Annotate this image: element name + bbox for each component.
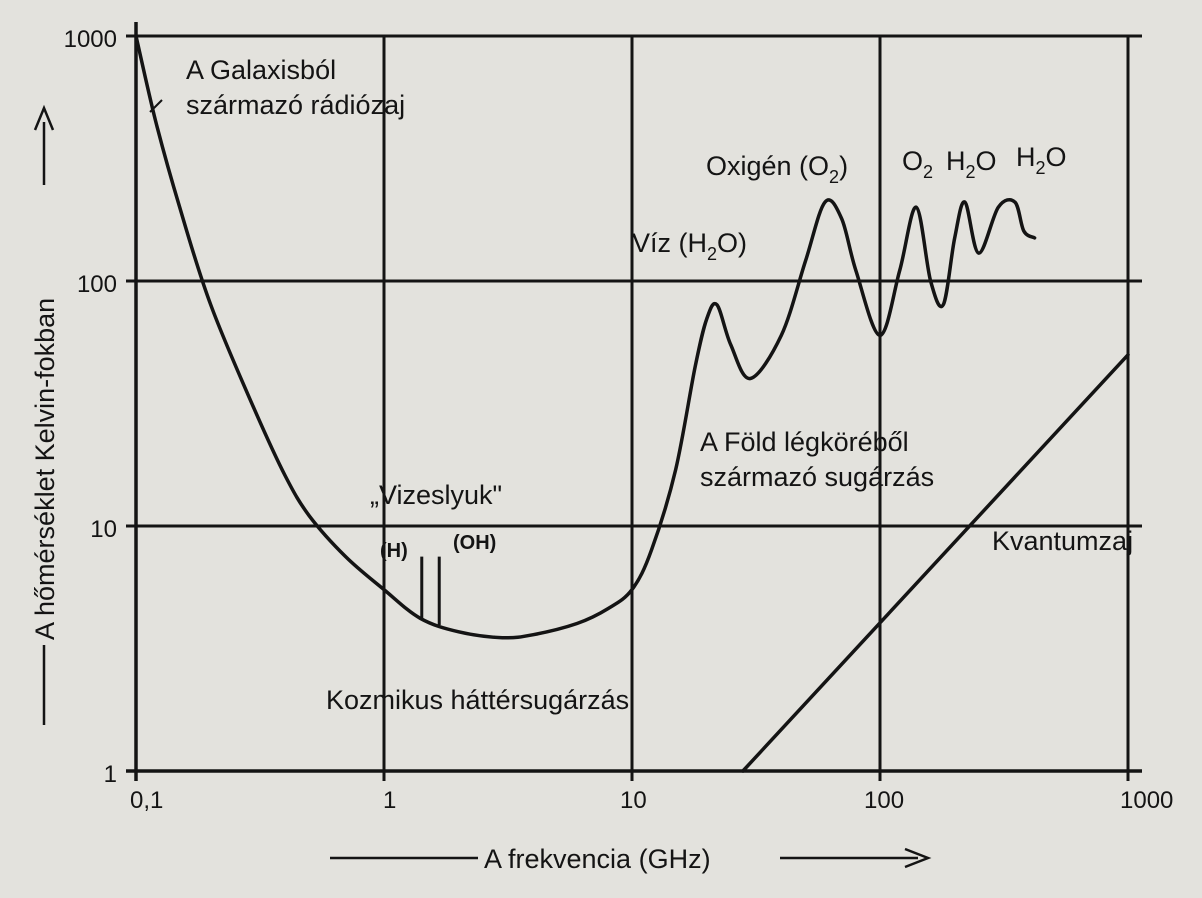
series-line-quantum	[741, 353, 1130, 773]
annotations: A Galaxisból származó rádiózaj Oxigén (O…	[149, 55, 1133, 715]
x-tick-labels: 0,1 1 10 100 1000	[130, 787, 1173, 814]
x-arrow-head	[904, 847, 932, 869]
marker-layer	[420, 556, 441, 625]
y-tick-label: 100	[77, 271, 117, 298]
x-axis-title-group: A frekvencia (GHz)	[330, 844, 932, 874]
series-line-atmosphere	[134, 34, 1037, 640]
y-tick-label: 1000	[64, 26, 117, 53]
x-axis-title: A frekvencia (GHz)	[484, 844, 711, 874]
plot-frame	[126, 22, 1142, 781]
cosmic-label: Kozmikus háttérsugárzás	[326, 685, 629, 715]
x-tick-label: 100	[864, 787, 904, 814]
peak-h2o-label-a: H2O	[946, 146, 997, 182]
galaxy-label-line1: A Galaxisból	[186, 55, 336, 85]
galaxy-label-line2: származó rádiózaj	[186, 90, 405, 120]
y-axis-title-group: A hőmérséklet Kelvin-fokban	[30, 104, 60, 725]
series-layer	[134, 34, 1130, 773]
oh-marker-label: (OH)	[453, 532, 496, 554]
peak-h2o-label-b: H2O	[1016, 142, 1067, 178]
y-arrow-head	[33, 104, 55, 131]
earth-label-line1: A Föld légköréből	[700, 427, 909, 457]
water-label: Víz (H2O)	[632, 228, 747, 264]
x-tick-label: 0,1	[130, 787, 163, 814]
y-tick-label: 10	[90, 516, 117, 543]
y-tick-labels: 1 10 100 1000	[64, 26, 117, 788]
h-marker-label: (H)	[380, 540, 408, 562]
y-tick-label: 1	[104, 761, 117, 788]
earth-label-line2: származó sugárzás	[700, 462, 934, 492]
x-tick-label: 1000	[1120, 787, 1173, 814]
peak-o2-label: O2	[902, 146, 933, 182]
y-axis-title: A hőmérséklet Kelvin-fokban	[30, 298, 60, 640]
oxygen-label: Oxigén (O2)	[706, 151, 848, 187]
x-tick-label: 10	[620, 787, 647, 814]
galaxy-leader-line	[149, 99, 163, 113]
x-tick-label: 1	[383, 787, 396, 814]
quantum-label: Kvantumzaj	[992, 526, 1133, 556]
waterhole-label: „Vizeslyuk"	[370, 480, 502, 510]
